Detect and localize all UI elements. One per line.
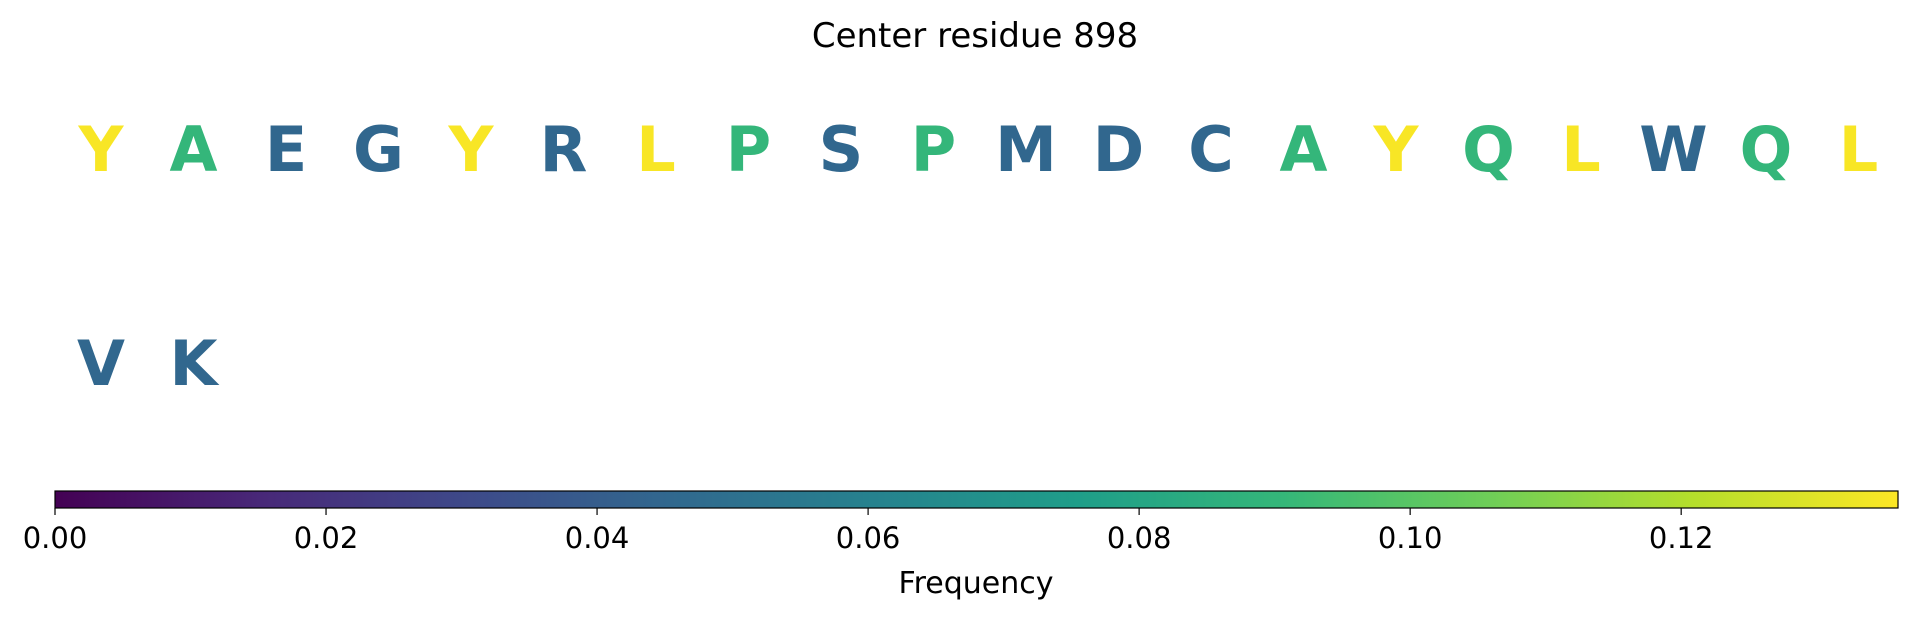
- colorbar: 0.00 0.02 0.04 0.06 0.08 0.10 0.12 Frequency: [23, 490, 1899, 601]
- colorbar-tick-label: 0.08: [1107, 521, 1172, 555]
- residue-letter: A: [170, 113, 218, 186]
- residue-letter: Q: [1462, 113, 1515, 186]
- residue-letter: Y: [448, 113, 495, 186]
- residue-letter: K: [169, 327, 219, 400]
- colorbar-tick-label: 0.00: [23, 521, 88, 555]
- colorbar-tick-label: 0.12: [1649, 521, 1714, 555]
- residue-letter: Q: [1740, 113, 1793, 186]
- residue-letter: C: [1188, 113, 1234, 186]
- residue-letter: L: [1561, 113, 1601, 186]
- chart-title: Center residue 898: [812, 16, 1138, 56]
- residue-letter: M: [995, 113, 1057, 186]
- residue-letter: S: [819, 113, 864, 186]
- residue-letter: A: [1280, 113, 1328, 186]
- colorbar-tick-label: 0.10: [1378, 521, 1443, 555]
- residue-letters: Y A E G Y R L P S P M D C A Y Q L W Q LV K: [77, 113, 1878, 400]
- colorbar-tick-label: 0.06: [836, 521, 901, 555]
- residue-letter: Y: [1373, 113, 1420, 186]
- residue-letter: G: [353, 113, 404, 186]
- residue-letter: W: [1639, 113, 1707, 186]
- residue-letter: Y: [78, 113, 125, 186]
- residue-letter: P: [726, 113, 771, 186]
- colorbar-gradient: [54, 490, 1899, 509]
- residue-letter: E: [265, 113, 307, 186]
- residue-letter: P: [911, 113, 956, 186]
- residue-letter: D: [1093, 113, 1144, 186]
- colorbar-label: Frequency: [899, 566, 1054, 601]
- residue-letter: V: [77, 327, 125, 400]
- colorbar-tick-label: 0.04: [565, 521, 630, 555]
- residue-letter: L: [636, 113, 676, 186]
- residue-letter: R: [540, 113, 588, 186]
- colorbar-ticks: 0.00 0.02 0.04 0.06 0.08 0.10 0.12: [23, 508, 1714, 555]
- colorbar-tick-label: 0.02: [294, 521, 359, 555]
- residue-letter: L: [1839, 113, 1879, 186]
